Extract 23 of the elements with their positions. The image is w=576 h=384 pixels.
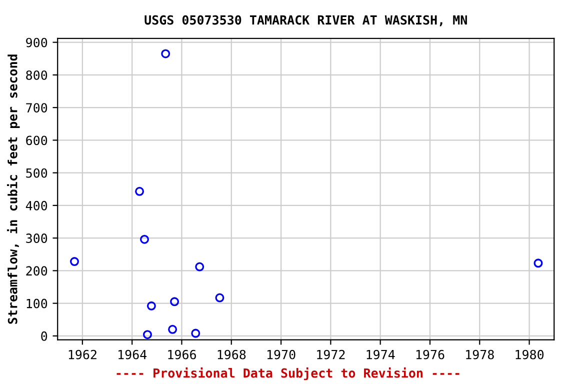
x-tick-label: 1978 bbox=[466, 350, 494, 360]
y-tick-label: 300 bbox=[26, 234, 48, 244]
x-tick-label: 1976 bbox=[416, 350, 444, 360]
x-tick-label: 1980 bbox=[516, 350, 544, 360]
x-tick-label: 1972 bbox=[317, 350, 345, 360]
chart-title: USGS 05073530 TAMARACK RIVER AT WASKISH, MN bbox=[144, 15, 467, 26]
y-tick-label: 700 bbox=[26, 103, 48, 113]
y-tick-label: 800 bbox=[26, 70, 48, 80]
y-tick-label: 100 bbox=[26, 298, 48, 308]
x-tick-label: 1970 bbox=[267, 350, 296, 360]
x-tick-label: 1966 bbox=[168, 350, 196, 360]
x-tick-label: 1974 bbox=[366, 350, 395, 360]
y-tick-label: 200 bbox=[26, 266, 48, 276]
y-tick-label: 500 bbox=[26, 168, 48, 178]
y-axis-title: Streamflow, in cubic feet per second bbox=[6, 54, 20, 324]
y-tick-label: 900 bbox=[26, 38, 48, 48]
x-tick-label: 1964 bbox=[118, 350, 147, 360]
y-tick-label: 600 bbox=[26, 136, 48, 146]
y-tick-label: 400 bbox=[26, 200, 48, 210]
x-tick-label: 1962 bbox=[68, 350, 96, 360]
y-tick-label: 0 bbox=[41, 331, 48, 341]
text: ---- Provisional Data Subject to Revision ---- bbox=[116, 367, 460, 380]
x-tick-label: 1968 bbox=[218, 350, 246, 360]
